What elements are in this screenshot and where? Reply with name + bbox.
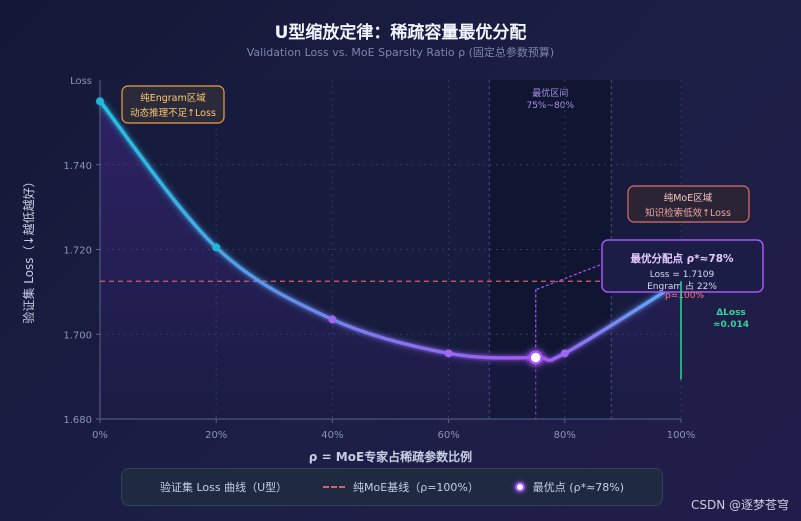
optimal-region-label-line2: 75%~80% — [526, 101, 574, 111]
data-point-0 — [96, 97, 104, 105]
legend-label-optimum: 最优点 (ρ*≈78%) — [533, 479, 624, 495]
data-point-3 — [445, 349, 453, 357]
optimal-region-label-line1: 最优区间 — [532, 87, 568, 99]
delta-loss-label-line1: ΔLoss — [716, 308, 746, 318]
legend-item-baseline: 纯MoE基线（ρ=100%） — [323, 479, 479, 495]
y-axis-title: Loss — [70, 76, 92, 87]
legend-item-curve: 验证集 Loss 曲线（U型） — [160, 479, 287, 495]
x-tick-label-1: 20% — [205, 430, 227, 441]
delta-loss-label-line2: ≈0.014 — [713, 320, 749, 330]
legend-label-baseline: 纯MoE基线（ρ=100%） — [353, 479, 479, 495]
y-tick-label-2: 1.720 — [63, 246, 92, 257]
x-axis-label: ρ = MoE专家占稀疏参数比例 — [309, 449, 472, 464]
optimum-point — [530, 352, 542, 364]
x-tick-label-4: 80% — [554, 430, 576, 441]
x-tick-label-3: 60% — [437, 430, 459, 441]
legend-label-curve: 验证集 Loss 曲线（U型） — [160, 479, 287, 495]
engram-annotation-line1: 纯Engram区域 — [140, 92, 206, 104]
y-tick-label-0: 1.680 — [63, 415, 92, 426]
data-point-1 — [212, 243, 220, 251]
moe-annotation-line2: 知识检索低效↑Loss — [645, 207, 731, 219]
x-tick-label-5: 100% — [667, 430, 696, 441]
x-tick-label-2: 40% — [321, 430, 343, 441]
watermark: CSDN @逐梦苍穹 — [691, 496, 789, 513]
legend-item-optimum: 最优点 (ρ*≈78%) — [515, 479, 624, 495]
data-point-2 — [328, 315, 336, 323]
y-tick-label-3: 1.740 — [63, 161, 92, 172]
data-point-5 — [561, 349, 569, 357]
legend: 验证集 Loss 曲线（U型） 纯MoE基线（ρ=100%） 最优点 (ρ*≈7… — [121, 468, 663, 506]
moe-annotation-line1: 纯MoE区域 — [664, 192, 713, 204]
engram-annotation-line2: 动态推理不足↑Loss — [130, 107, 216, 119]
optimum-annotation-title: 最优分配点 ρ*≈78% — [630, 252, 734, 265]
y-axis-label: 验证集 Loss（↓越低越好） — [21, 175, 36, 323]
legend-swatch-optimum — [515, 482, 525, 492]
optimum-annotation-loss: Loss = 1.7109 — [650, 270, 715, 280]
x-tick-label-0: 0% — [92, 430, 108, 441]
moe-point-label: ρ=100% — [665, 291, 704, 301]
y-tick-label-1: 1.700 — [63, 330, 92, 341]
legend-swatch-baseline — [323, 486, 345, 488]
